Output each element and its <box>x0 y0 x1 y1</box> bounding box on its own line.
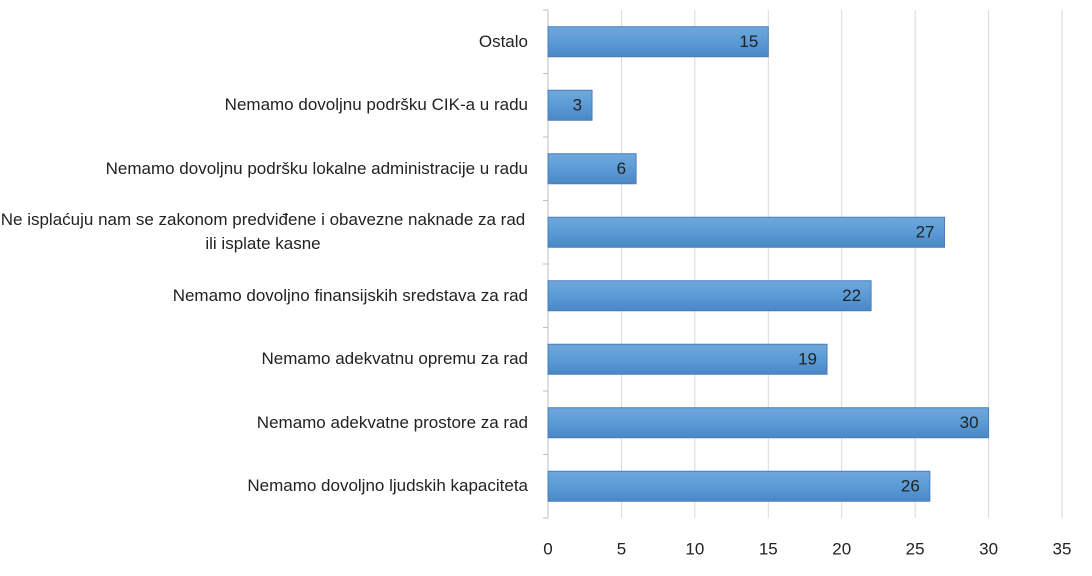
bar <box>547 470 931 502</box>
value-label: 15 <box>739 32 758 51</box>
category-label-box: Nemamo dovoljno finansijskih sredstava z… <box>0 284 528 308</box>
category-label-box: Ne isplaćuju nam se zakonom predviđene i… <box>0 208 528 256</box>
y-tick-label: Nemamo adekvatne prostore za rad <box>256 412 528 432</box>
bar <box>547 153 637 185</box>
x-tick-label: 15 <box>759 539 778 558</box>
category-label-box: Nemamo dovoljnu podršku lokalne administ… <box>0 157 528 181</box>
category-label-box: Nemamo dovoljnu podršku CIK-a u radu <box>0 93 528 117</box>
y-tick-label: Nemamo dovoljno finansijskih sredstava z… <box>172 285 528 305</box>
x-tick-label: 0 <box>543 539 552 558</box>
x-tick-label: 30 <box>979 539 998 558</box>
x-tick-label: 20 <box>832 539 851 558</box>
x-tick-label: 25 <box>906 539 925 558</box>
y-tick-label: Nemamo dovoljno ljudskih kapaciteta <box>247 476 528 496</box>
bar <box>547 89 593 121</box>
value-label: 26 <box>901 477 920 496</box>
value-label: 27 <box>916 223 935 242</box>
category-label-box: Nemamo adekvatnu opremu za rad <box>0 347 528 371</box>
x-tick-label: 35 <box>1053 539 1072 558</box>
y-tick-label: Ostalo <box>478 31 528 51</box>
y-tick-label: Ne isplaćuju nam se zakonom predviđene i… <box>0 210 526 254</box>
bar <box>547 343 828 375</box>
bar <box>547 280 872 312</box>
value-label: 6 <box>617 159 626 178</box>
bar <box>547 26 769 58</box>
y-tick-label: Nemamo adekvatnu opremu za rad <box>261 349 528 369</box>
category-label-box: Nemamo adekvatne prostore za rad <box>0 411 528 435</box>
category-label-box: Ostalo <box>0 30 528 54</box>
x-tick-label: 10 <box>685 539 704 558</box>
value-label: 19 <box>798 350 817 369</box>
bar <box>547 216 946 248</box>
value-label: 30 <box>960 413 979 432</box>
category-label-box: Nemamo dovoljno ljudskih kapaciteta <box>0 474 528 498</box>
value-label: 22 <box>842 286 861 305</box>
x-tick-label: 5 <box>617 539 626 558</box>
bar <box>547 407 990 439</box>
y-tick-label: Nemamo dovoljnu podršku lokalne administ… <box>105 158 528 178</box>
value-label: 3 <box>573 96 582 115</box>
y-tick-label: Nemamo dovoljnu podršku CIK-a u radu <box>224 95 528 115</box>
